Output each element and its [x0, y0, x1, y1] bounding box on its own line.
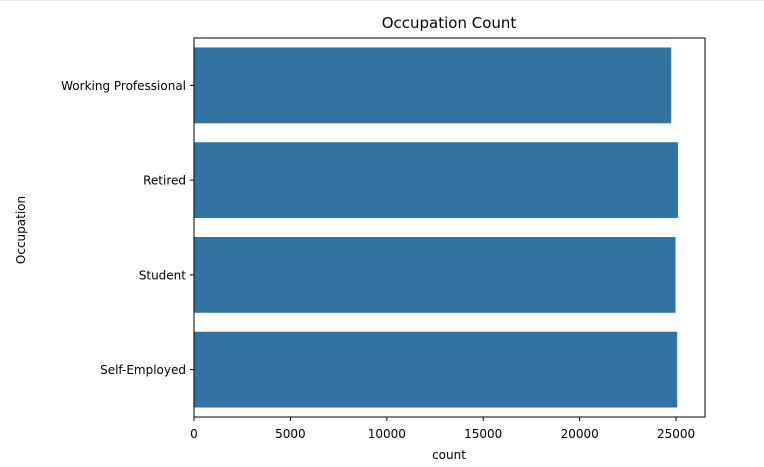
y-axis-label: Occupation: [14, 196, 28, 264]
top-border: [0, 0, 764, 1]
bar-2: [194, 236, 676, 313]
y-tick-label: Working Professional: [61, 79, 186, 93]
y-tick-label: Self-Employed: [100, 363, 186, 377]
x-tick-label: 5000: [275, 427, 306, 441]
x-tick-label: 25000: [657, 427, 695, 441]
x-tick-label: 20000: [561, 427, 599, 441]
x-tick-label: 15000: [464, 427, 502, 441]
bar-1: [194, 142, 679, 219]
plot-frame: [193, 37, 706, 418]
y-tick-label: Retired: [143, 174, 186, 188]
x-axis-label: count: [432, 448, 466, 462]
y-tick-label: Student: [139, 268, 187, 282]
bar-0: [194, 47, 672, 124]
bar-3: [194, 331, 678, 408]
x-tick-label: 10000: [368, 427, 406, 441]
x-tick-label: 0: [190, 427, 198, 441]
chart-title: Occupation Count: [382, 14, 517, 32]
